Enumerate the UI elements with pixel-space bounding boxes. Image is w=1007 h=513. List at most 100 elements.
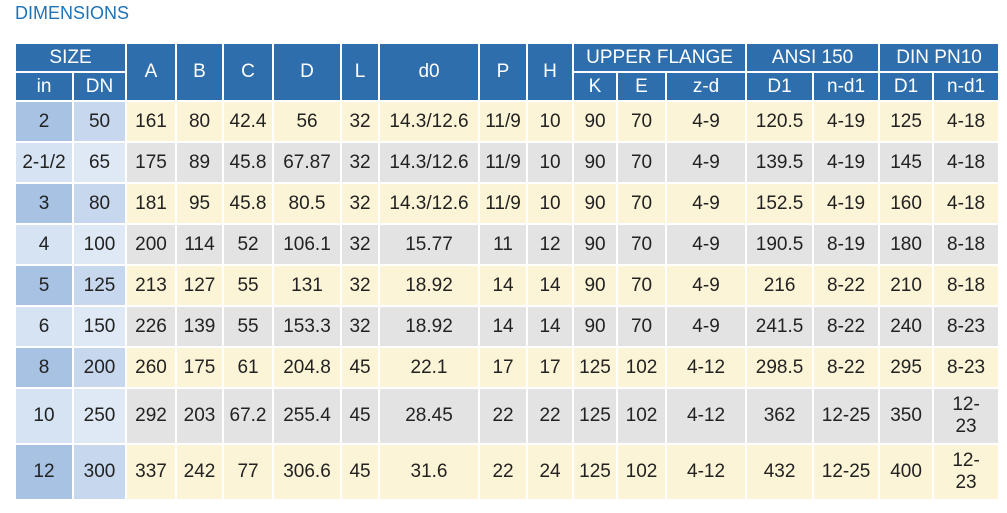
header-cell: ANSI 150 xyxy=(745,42,881,73)
table-cell: 4-19 xyxy=(812,141,881,184)
cell-text: 8-23 xyxy=(947,315,986,337)
table-cell: 12 xyxy=(526,223,575,266)
table-cell: 10 xyxy=(526,182,575,225)
table-cell: 61 xyxy=(222,346,275,389)
table-cell: 32 xyxy=(340,305,381,348)
table-body: 2 50 161 80 42.4 56 32 14.3/12.6 11/9 10 90 70 4-9 12… xyxy=(14,100,1001,501)
header-cell: UPPER FLANGE xyxy=(572,42,748,73)
header-cell: SIZE xyxy=(13,42,128,73)
table-cell: 65 xyxy=(71,141,128,184)
table-cell: 4-12 xyxy=(665,387,748,445)
table-cell: 4-9 xyxy=(665,141,748,184)
header-cell: z-d xyxy=(665,71,748,102)
table-cell: 22 xyxy=(478,443,529,501)
table-cell: 180 xyxy=(878,223,935,266)
table-cell: 4-12 xyxy=(665,346,748,389)
table-cell: 102 xyxy=(616,346,668,389)
table-cell: 14 xyxy=(526,264,575,307)
header-cell: E xyxy=(616,71,668,102)
table-cell: 67.87 xyxy=(272,141,343,184)
table-cell: 160 xyxy=(878,182,935,225)
table-cell: 90 xyxy=(572,223,619,266)
table-cell: 11/9 xyxy=(478,100,529,143)
header-cell: n-d1 xyxy=(932,71,1001,102)
table-cell: 22.1 xyxy=(378,346,481,389)
table-cell: 4-9 xyxy=(665,182,748,225)
header-cell: C xyxy=(222,42,275,102)
table-cell: 45 xyxy=(340,443,381,501)
table-cell: 10 xyxy=(526,100,575,143)
header-cell: n-d1 xyxy=(812,71,881,102)
table-row: 4 100 200 114 52 106.1 32 15.77 11 12 90 70 4-9 190.5… xyxy=(14,223,1001,266)
table-cell: 2-1/2 xyxy=(14,141,74,184)
table-cell: 4-12 xyxy=(665,443,748,501)
table-cell: 42.4 xyxy=(222,100,275,143)
table-cell: 125 xyxy=(572,387,619,445)
table-cell: 12-25 xyxy=(812,443,881,501)
table-cell: 337 xyxy=(125,443,178,501)
table-cell: 14 xyxy=(478,264,529,307)
table-cell: 8-18 xyxy=(932,264,1001,307)
table-cell: 145 xyxy=(878,141,935,184)
cell-text: 4-18 xyxy=(947,110,986,132)
table-row: 8 200 260 175 61 204.8 45 22.1 17 17 125 102 4-12 298… xyxy=(14,346,1001,389)
table-cell: 70 xyxy=(616,141,668,184)
cell-text: 4-18 xyxy=(947,192,986,214)
table-cell: 55 xyxy=(222,264,275,307)
table-cell: 210 xyxy=(878,264,935,307)
table-cell: 45 xyxy=(340,346,381,389)
cell-text: 4-18 xyxy=(947,151,986,173)
table-cell: 12 xyxy=(14,443,74,501)
table-row: 2-1/2 65 175 89 45.8 67.87 32 14.3/12.6 11/9 10 90… xyxy=(14,141,1001,184)
table-cell: 125 xyxy=(71,264,128,307)
table-cell: 102 xyxy=(616,443,668,501)
table-cell: 3 xyxy=(14,182,74,225)
table-cell: 139 xyxy=(175,305,225,348)
table-cell: 2 xyxy=(14,100,74,143)
table-cell: 400 xyxy=(878,443,935,501)
header-cell: DIN PN10 xyxy=(878,42,1001,73)
table-cell: 125 xyxy=(878,100,935,143)
cell-text: 12-23 xyxy=(952,450,980,493)
table-cell: 125 xyxy=(572,346,619,389)
table-cell: 240 xyxy=(878,305,935,348)
table-cell: 90 xyxy=(572,264,619,307)
table-cell: 298.5 xyxy=(745,346,815,389)
table-cell: 45.8 xyxy=(222,182,275,225)
header-cell: in xyxy=(14,71,74,102)
header-cell: K xyxy=(572,71,619,102)
table-cell: 8-22 xyxy=(812,264,881,307)
dimensions-table: SIZE A B C D L d0 P H UPPER FLANGE ANSI … xyxy=(13,42,1001,501)
cell-text: 8-23 xyxy=(947,356,986,378)
table-cell: 255.4 xyxy=(272,387,343,445)
header-cell: D1 xyxy=(878,71,935,102)
table-cell: 100 xyxy=(71,223,128,266)
cell-text: 12-23 xyxy=(952,394,980,437)
table-cell: 226 xyxy=(125,305,178,348)
table-cell: 4-19 xyxy=(812,100,881,143)
table-cell: 4 xyxy=(14,223,74,266)
table-cell: 10 xyxy=(14,387,74,445)
table-cell: 125 xyxy=(572,443,619,501)
table-cell: 131 xyxy=(272,264,343,307)
table-row: 2 50 161 80 42.4 56 32 14.3/12.6 11/9 10 90 70 4-9 12… xyxy=(14,100,1001,143)
table-cell: 120.5 xyxy=(745,100,815,143)
table-cell: 190.5 xyxy=(745,223,815,266)
header-cell: A xyxy=(125,42,178,102)
table-cell: 127 xyxy=(175,264,225,307)
table-cell: 14 xyxy=(478,305,529,348)
cell-text: 8-18 xyxy=(947,233,986,255)
header-cell: D1 xyxy=(745,71,815,102)
table-cell: 15.77 xyxy=(378,223,481,266)
table-row: 5 125 213 127 55 131 32 18.92 14 14 90 70 4-9 216 8-22… xyxy=(14,264,1001,307)
table-cell: 4-9 xyxy=(665,305,748,348)
table-cell: 18.92 xyxy=(378,264,481,307)
table-cell: 292 xyxy=(125,387,178,445)
table-cell: 70 xyxy=(616,223,668,266)
table-cell: 295 xyxy=(878,346,935,389)
table-cell: 8 xyxy=(14,346,74,389)
table-cell: 67.2 xyxy=(222,387,275,445)
table-cell: 306.6 xyxy=(272,443,343,501)
table-cell: 14.3/12.6 xyxy=(378,100,481,143)
header-cell: d0 xyxy=(378,42,481,102)
